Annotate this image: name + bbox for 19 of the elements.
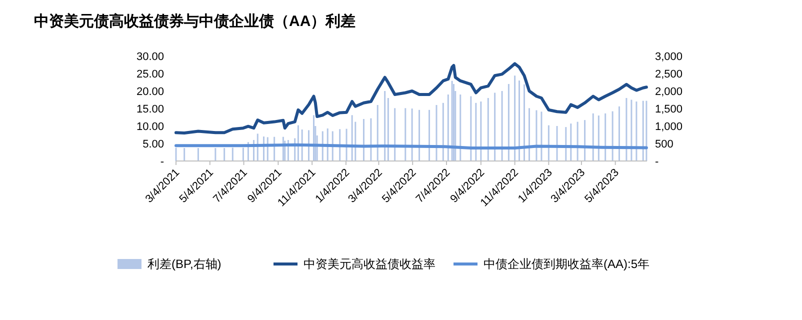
y-tick-label: 25.00 — [136, 68, 164, 80]
y-tick-label: 10.00 — [136, 121, 164, 133]
y2-tick-label: 1,500 — [655, 104, 683, 116]
y2-tick-label: 2,500 — [655, 68, 683, 80]
y-tick-label: 20.00 — [136, 86, 164, 98]
y-tick-label: 5.00 — [142, 138, 164, 150]
y-tick-label: 30.00 — [136, 51, 164, 63]
y-tick-label: - — [160, 156, 164, 168]
line-series — [174, 62, 648, 134]
y-tick-label: 15.00 — [136, 104, 164, 116]
legend-label: 利差(BP,右轴) — [148, 257, 222, 271]
title: 中资美元债高收益债券与中债企业债（AA）利差 — [34, 13, 356, 30]
y2-tick-label: - — [655, 156, 659, 168]
y2-tick-label: 500 — [655, 138, 674, 150]
y2-tick-label: 2,000 — [655, 86, 683, 98]
y2-tick-label: 3,000 — [655, 51, 683, 63]
legend-label: 中资美元高收益债收益率 — [304, 257, 436, 271]
y2-tick-label: 1,000 — [655, 121, 683, 133]
legend-label: 中债企业债到期收益率(AA):5年 — [484, 257, 650, 271]
